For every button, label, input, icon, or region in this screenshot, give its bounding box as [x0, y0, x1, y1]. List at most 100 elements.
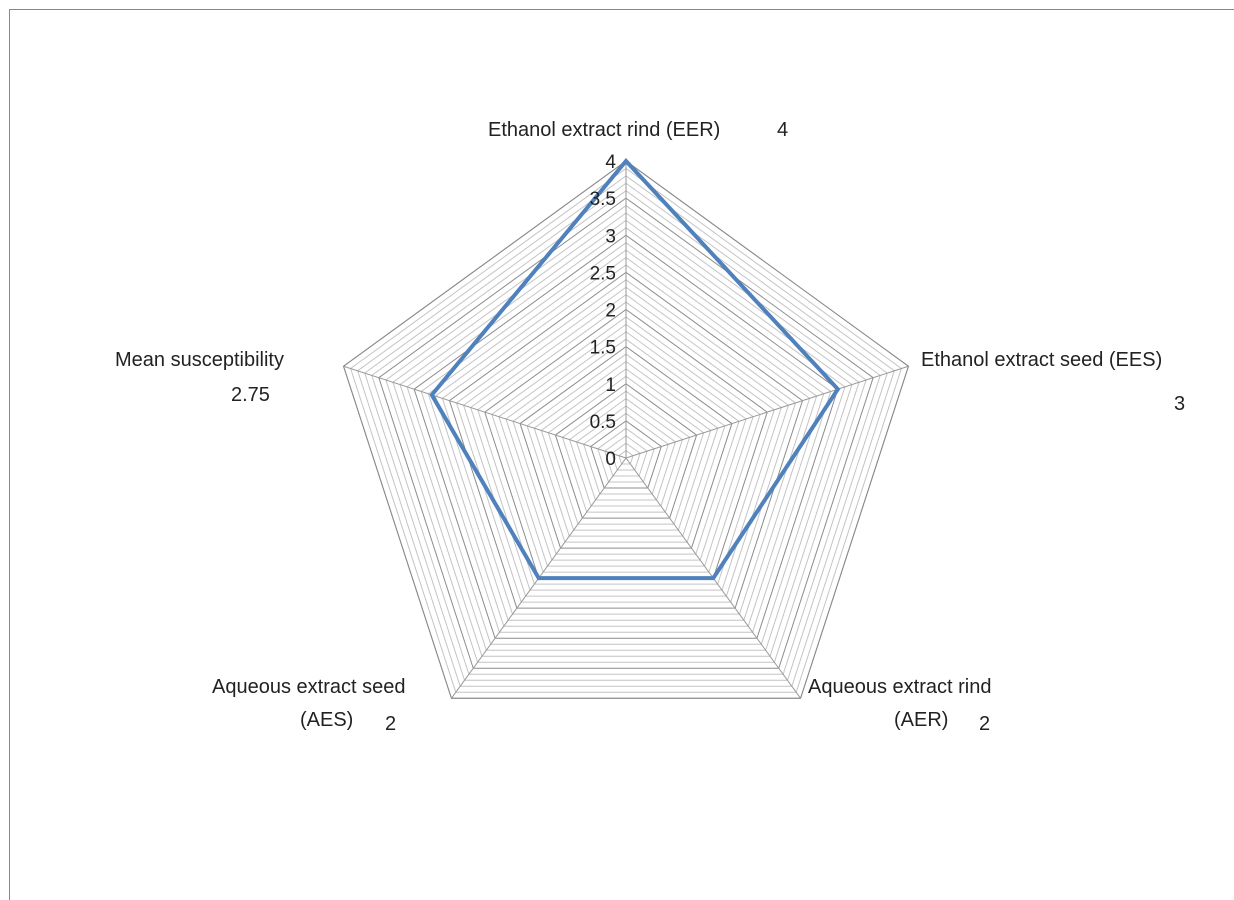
grid-line — [540, 430, 575, 531]
grid-line — [625, 190, 881, 376]
grid-line — [357, 175, 627, 372]
grid-line — [456, 402, 522, 603]
grid-line — [642, 448, 655, 483]
grid-line — [669, 434, 698, 519]
spoke-line — [343, 365, 627, 459]
grid-line — [704, 416, 754, 567]
grid-line — [427, 393, 505, 627]
grid-line — [505, 418, 553, 561]
grid-line — [795, 368, 902, 693]
grid-line — [765, 384, 853, 651]
category-label-aer-line2: (AER) — [894, 709, 949, 731]
grid-line — [756, 389, 839, 639]
grid-line — [583, 444, 601, 495]
grid-line — [760, 386, 846, 645]
grid-line — [625, 398, 683, 441]
grid-line — [399, 384, 487, 651]
grid-line — [597, 427, 627, 450]
grid-outer-ring — [342, 160, 910, 699]
grid-line — [413, 389, 496, 639]
value-label-eer: 4 — [777, 119, 789, 141]
value-label-aer: 2 — [979, 713, 991, 735]
grid-line — [625, 405, 676, 443]
grid-line — [491, 316, 627, 415]
grid-line — [625, 279, 796, 404]
tick-label: 3 — [605, 226, 616, 247]
grid-line — [743, 395, 818, 621]
grid-line — [625, 338, 740, 422]
grid-line — [583, 413, 627, 445]
grid-line — [554, 434, 583, 519]
grid-line — [634, 453, 641, 471]
grid-line — [625, 435, 648, 452]
grid-line — [470, 407, 531, 591]
grid-line — [787, 372, 888, 681]
grid-line — [625, 368, 712, 431]
grid-line — [611, 453, 618, 471]
grid-line — [625, 353, 726, 427]
grid-line — [625, 346, 733, 424]
grid-line — [625, 420, 662, 447]
grid-line — [392, 212, 627, 383]
value-label-mean: 2.75 — [231, 384, 270, 406]
grid-line — [597, 448, 610, 483]
grid-line — [721, 407, 782, 591]
grid-line — [625, 197, 874, 379]
grid-line — [625, 286, 789, 406]
category-label-ees: Ethanol extract seed (EES) — [921, 349, 1163, 371]
grid-line — [611, 442, 627, 454]
grid-line — [371, 190, 627, 376]
grid-line — [625, 413, 669, 445]
category-label-aes: Aqueous extract seed — [212, 676, 406, 698]
grid-line — [484, 411, 540, 579]
grid-line — [561, 437, 588, 513]
tick-label: 2 — [605, 301, 616, 322]
grid-line — [773, 379, 867, 663]
grid-line — [413, 234, 627, 390]
grid-line — [378, 377, 474, 669]
grid-line — [625, 383, 697, 436]
grid-line — [463, 286, 627, 406]
grid-line — [625, 294, 782, 408]
value-label-ees: 3 — [1174, 393, 1186, 415]
grid-line — [625, 219, 853, 385]
grid-line — [533, 428, 570, 537]
grid-line — [505, 331, 627, 420]
grid-line — [625, 442, 641, 454]
grid-line — [399, 219, 627, 385]
grid-line — [385, 379, 479, 663]
grid-line — [778, 377, 874, 669]
grid-line — [385, 205, 627, 381]
grid-line — [540, 368, 627, 431]
category-label-aes-line2: (AES) — [300, 709, 354, 731]
grid-line — [664, 437, 691, 513]
grid-line — [526, 353, 627, 427]
tick-label: 1 — [605, 375, 616, 396]
grid-line — [752, 391, 832, 633]
grid-line — [625, 182, 888, 374]
grid-line — [647, 446, 662, 489]
grid-line — [782, 375, 881, 675]
grid-line — [590, 420, 627, 447]
grid-line — [498, 416, 548, 567]
category-label-mean: Mean susceptibility — [115, 349, 284, 371]
grid-line — [470, 294, 627, 408]
tick-label: 0 — [605, 449, 616, 470]
grid-line — [442, 264, 627, 399]
grid-line — [350, 168, 627, 369]
grid-line — [618, 450, 627, 457]
grid-line — [562, 390, 627, 438]
grid-line — [738, 398, 811, 615]
grid-line — [625, 323, 754, 418]
category-label-aer: Aqueous extract rind — [808, 676, 992, 698]
grid-line — [638, 450, 648, 477]
grid-line — [604, 450, 614, 477]
grid-line — [406, 386, 492, 645]
grid-line — [625, 301, 775, 411]
tick-label: 4 — [605, 152, 616, 173]
grid-line — [449, 271, 627, 402]
grid-line — [625, 316, 761, 415]
grid-line — [498, 323, 627, 418]
grid-line — [491, 414, 544, 573]
grid-line — [769, 382, 860, 657]
